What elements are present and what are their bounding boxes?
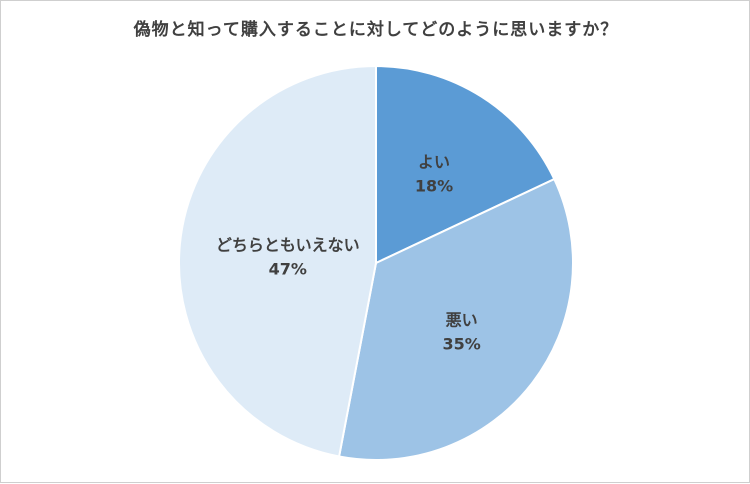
slice-label-1: よい: [418, 153, 450, 172]
pie-slice-1: [375, 64, 556, 265]
slice-percent-3: 47%: [269, 260, 307, 279]
chart-title: 偽物と知って購入することに対してどのように思いますか？: [133, 20, 619, 40]
slice-percent-1: 18%: [415, 177, 453, 196]
pie-slice-3: [178, 64, 377, 458]
slice-label-2: 悪い: [446, 310, 478, 329]
pie-slice-2: [337, 177, 574, 461]
slice-label-3: どちらともいえない: [216, 236, 360, 255]
slice-percent-2: 35%: [442, 334, 480, 353]
